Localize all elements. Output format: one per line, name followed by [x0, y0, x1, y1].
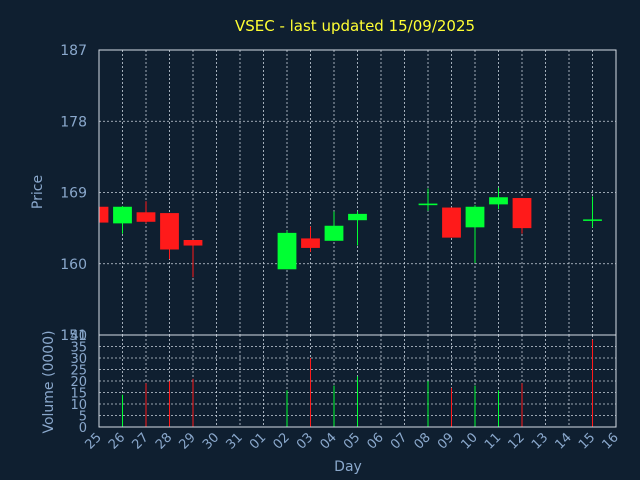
- price-tick-label: 169: [60, 186, 87, 202]
- volume-axis-label: Volume (0000): [41, 330, 57, 433]
- x-tick-label: 01: [247, 430, 269, 452]
- x-tick-label: 29: [177, 430, 199, 452]
- volume-tick-label: 10: [70, 398, 87, 413]
- candle-body: [99, 206, 109, 223]
- x-tick-label: 10: [459, 430, 481, 452]
- volume-tick-label: 25: [70, 364, 87, 379]
- volume-tick-label: 15: [70, 387, 87, 402]
- price-tick-label: 151: [60, 328, 87, 344]
- volume-tick-label: 40: [70, 329, 87, 344]
- price-tick-label: 178: [60, 114, 87, 130]
- candle-body: [113, 206, 132, 224]
- x-tick-label: 14: [553, 430, 575, 452]
- x-tick-label: 07: [388, 430, 410, 452]
- price-tick-label: 160: [60, 257, 87, 273]
- volume-plot-frame: [98, 334, 617, 428]
- x-tick-label: 05: [341, 430, 363, 452]
- x-tick-label: 08: [412, 430, 434, 452]
- x-tick-label: 30: [200, 430, 222, 452]
- candle-body: [489, 197, 508, 205]
- candle-body: [583, 219, 602, 221]
- chart-title: VSEC - last updated 15/09/2025: [235, 17, 475, 35]
- x-tick-label: 26: [106, 430, 128, 452]
- candle-body: [465, 206, 485, 228]
- x-tick-label: 06: [365, 430, 387, 452]
- x-tick-label: 09: [435, 430, 457, 452]
- candle-body: [277, 232, 297, 270]
- x-tick-label: 28: [153, 430, 175, 452]
- volume-tick-label: 0: [79, 421, 87, 436]
- x-tick-label: 03: [294, 430, 316, 452]
- price-tick-label: 187: [60, 43, 87, 59]
- x-tick-label: 13: [529, 430, 551, 452]
- price-axis-label: Price: [30, 175, 46, 209]
- x-tick-label: 27: [130, 430, 152, 452]
- candle-body: [512, 198, 532, 229]
- x-tick-label: 04: [318, 430, 340, 452]
- x-axis-label: Day: [334, 459, 362, 475]
- x-tick-label: 02: [271, 430, 293, 452]
- candle-body: [160, 213, 179, 250]
- x-tick-label: 16: [600, 430, 622, 452]
- x-tick-label: 15: [576, 430, 598, 452]
- candle-body: [136, 212, 156, 222]
- candle-body: [324, 225, 344, 241]
- volume-tick-label: 30: [70, 352, 87, 367]
- volume-tick-label: 20: [70, 375, 87, 390]
- price-panel: 151 160 169 178 187: [60, 43, 617, 344]
- candle-body: [301, 238, 320, 248]
- x-tick-label: 11: [482, 430, 504, 452]
- x-tick-label: 12: [506, 430, 528, 452]
- x-tick-label: 31: [224, 430, 246, 452]
- candle-body: [348, 213, 367, 221]
- candle-body: [183, 240, 203, 246]
- candle-body: [418, 203, 438, 206]
- candle-body: [442, 207, 461, 238]
- volume-tick-label: 5: [79, 410, 87, 425]
- volume-tick-label: 35: [70, 341, 87, 356]
